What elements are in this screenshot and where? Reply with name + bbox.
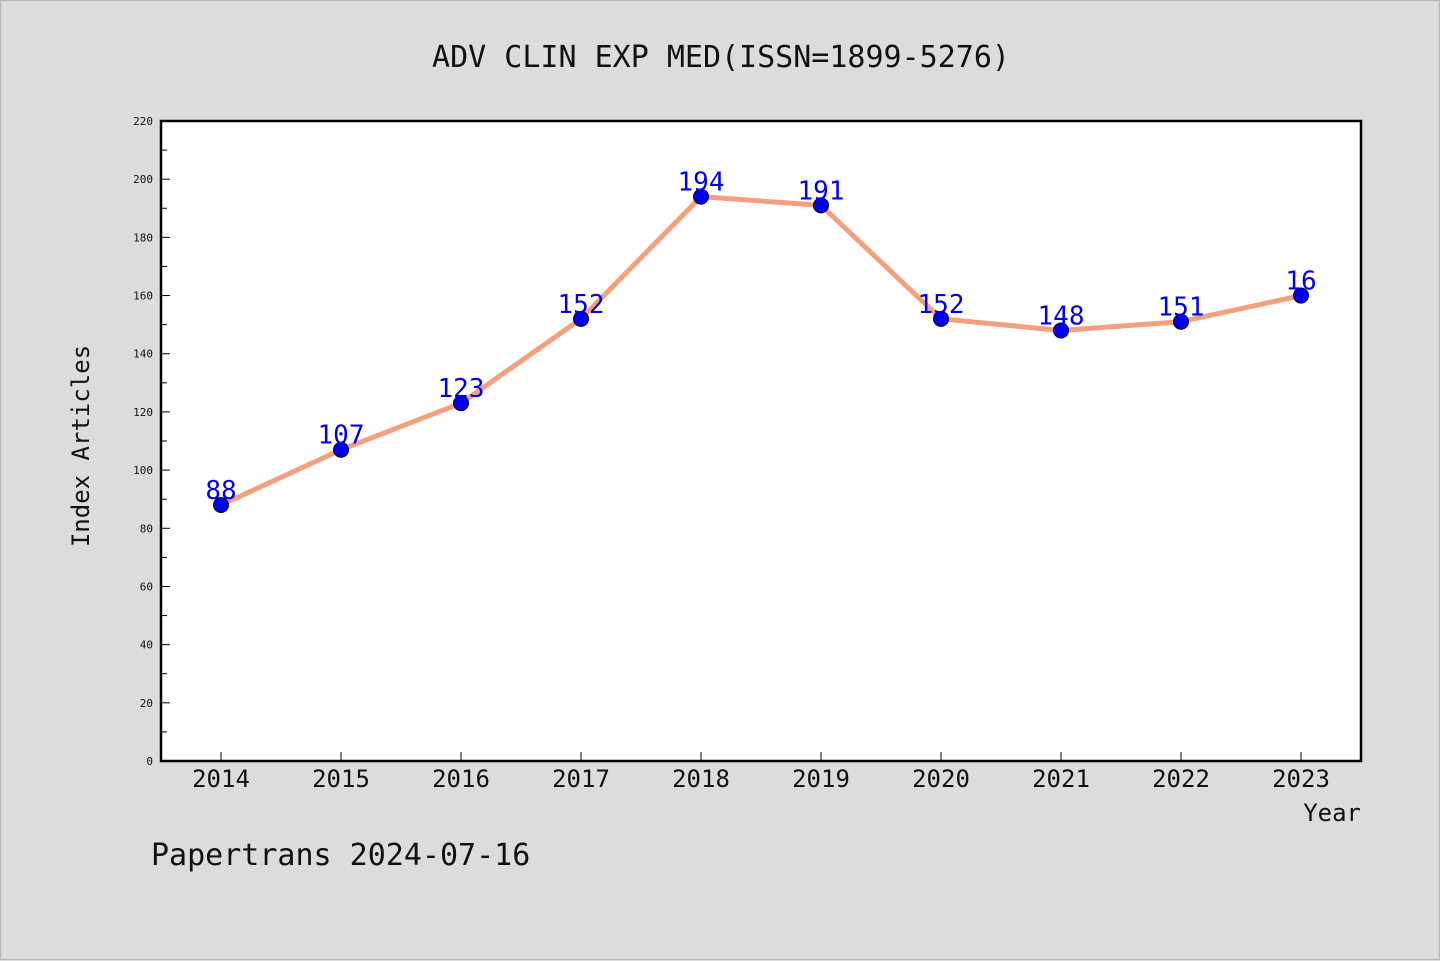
x-tick-label: 2017 xyxy=(552,765,610,793)
data-point xyxy=(333,441,349,458)
y-tick-label: 40 xyxy=(140,639,153,652)
y-tick-label: 180 xyxy=(133,231,153,244)
data-label: 148 xyxy=(1038,301,1085,331)
y-tick-label: 100 xyxy=(133,464,153,477)
x-tick-label: 2018 xyxy=(672,765,730,793)
data-label: 123 xyxy=(438,374,485,404)
y-tick-label: 160 xyxy=(133,290,153,303)
data-label: 152 xyxy=(918,290,965,320)
x-tick-label: 2015 xyxy=(312,765,370,793)
series-line xyxy=(218,194,1304,508)
y-tick-label: 80 xyxy=(140,522,153,535)
data-label: 194 xyxy=(678,168,725,198)
data-point xyxy=(933,310,949,327)
data-point xyxy=(453,395,469,412)
x-tick-label: 2020 xyxy=(912,765,970,793)
data-label: 151 xyxy=(1158,293,1205,323)
y-axis-label: Index Articles xyxy=(67,345,95,547)
data-label: 152 xyxy=(558,290,605,320)
x-tick-label: 2019 xyxy=(792,765,850,793)
y-tick-label: 120 xyxy=(133,406,153,419)
x-tick-label: 2023 xyxy=(1272,765,1330,793)
data-label: 191 xyxy=(798,176,845,206)
x-axis-label: Year xyxy=(1303,799,1361,827)
data-label: 107 xyxy=(318,421,365,451)
data-point xyxy=(573,310,589,327)
y-tick-label: 140 xyxy=(133,348,153,361)
y-axis: 0 20 40 60 80 100 120 140 160 180 200 220 xyxy=(133,115,170,768)
y-tick-label: 60 xyxy=(140,580,153,593)
y-tick-label: 20 xyxy=(140,697,153,710)
data-point xyxy=(1173,313,1189,330)
y-tick-label: 220 xyxy=(133,115,153,128)
data-label: 16 xyxy=(1285,267,1316,297)
data-point xyxy=(693,188,709,205)
data-label: 88 xyxy=(205,476,236,506)
data-point xyxy=(813,197,829,214)
series-line-group: 88 107 123 152 194 191 152 148 151 16 xyxy=(205,168,1317,513)
x-tick-label: 2016 xyxy=(432,765,490,793)
data-point xyxy=(1053,322,1069,339)
x-tick-label: 2022 xyxy=(1152,765,1210,793)
x-axis: 2014 2015 2016 2017 2018 2019 2020 2021 2022 2023 xyxy=(192,752,1330,793)
y-tick-label: 0 xyxy=(146,755,153,768)
data-point xyxy=(1293,287,1309,304)
x-tick-label: 2021 xyxy=(1032,765,1090,793)
data-point xyxy=(213,497,229,513)
y-tick-label: 200 xyxy=(133,173,153,186)
footer-credit: Papertrans 2024-07-16 xyxy=(151,838,530,873)
x-tick-label: 2014 xyxy=(192,765,250,793)
chart-title: ADV CLIN EXP MED(ISSN=1899-5276) xyxy=(432,40,1010,75)
